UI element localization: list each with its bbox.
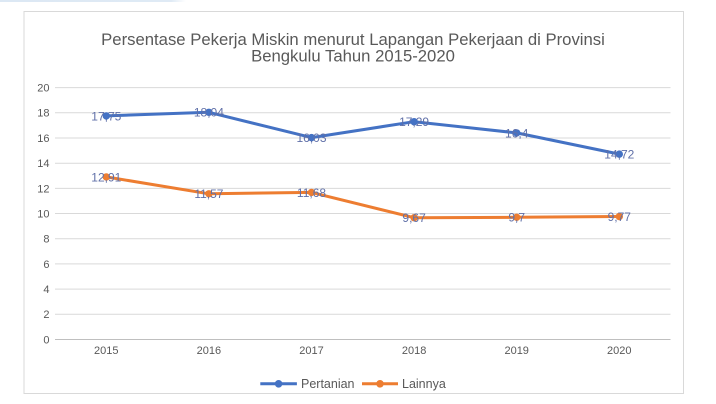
svg-text:2: 2 xyxy=(43,309,49,321)
svg-text:2015: 2015 xyxy=(94,345,118,357)
svg-text:Lainnya: Lainnya xyxy=(402,377,446,391)
svg-text:0: 0 xyxy=(43,334,49,346)
svg-text:17,75: 17,75 xyxy=(91,109,121,123)
svg-text:9,77: 9,77 xyxy=(608,210,632,224)
svg-text:10: 10 xyxy=(37,208,49,220)
svg-text:4: 4 xyxy=(43,284,49,296)
svg-text:12,91: 12,91 xyxy=(91,170,121,184)
svg-text:11,68: 11,68 xyxy=(297,186,326,200)
svg-text:14: 14 xyxy=(37,158,49,170)
svg-text:12: 12 xyxy=(37,183,49,195)
svg-text:2019: 2019 xyxy=(504,345,528,357)
svg-text:18: 18 xyxy=(37,108,49,120)
svg-text:14,72: 14,72 xyxy=(604,148,634,162)
svg-text:Pertanian: Pertanian xyxy=(301,377,355,391)
svg-text:9,67: 9,67 xyxy=(402,211,426,225)
svg-text:Persentase Pekerja Miskin menu: Persentase Pekerja Miskin menurut Lapang… xyxy=(101,30,605,49)
svg-text:16,03: 16,03 xyxy=(296,131,326,145)
svg-text:16: 16 xyxy=(37,133,49,145)
svg-text:20: 20 xyxy=(37,83,49,95)
svg-text:2018: 2018 xyxy=(402,345,426,357)
svg-text:6: 6 xyxy=(43,259,49,271)
svg-text:8: 8 xyxy=(43,234,49,246)
svg-text:2020: 2020 xyxy=(607,345,631,357)
svg-text:16,4: 16,4 xyxy=(505,126,529,140)
svg-text:11,57: 11,57 xyxy=(194,187,223,201)
svg-text:2016: 2016 xyxy=(197,345,221,357)
svg-text:9,7: 9,7 xyxy=(508,211,525,225)
svg-text:18,04: 18,04 xyxy=(194,106,224,120)
svg-text:Bengkulu Tahun 2015-2020: Bengkulu Tahun 2015-2020 xyxy=(251,47,455,66)
svg-text:17,29: 17,29 xyxy=(399,115,429,129)
svg-text:2017: 2017 xyxy=(299,345,323,357)
